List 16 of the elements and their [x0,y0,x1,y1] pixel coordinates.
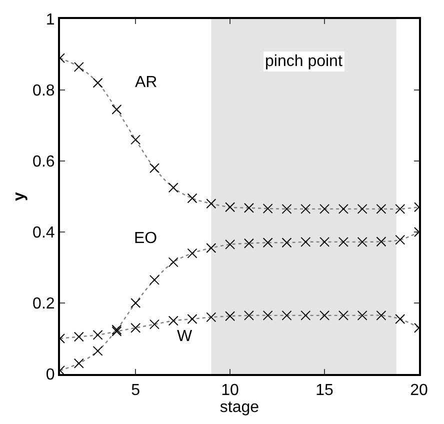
y-tick-label: 0.2 [32,296,55,313]
x-tick-label: 5 [131,382,140,400]
y-tick-label: 1 [46,12,55,29]
y-tick-label: 0 [46,366,55,384]
x-axis-title: stage [220,399,260,416]
y-axis-title: y [10,192,28,201]
annotation: EO [134,230,158,247]
band-label: pinch point [265,53,343,70]
y-tick-label: 0.4 [32,224,55,242]
x-tick-label: 10 [221,382,240,400]
y-tick-label: 0.6 [32,154,55,171]
x-tick-label: 20 [410,382,428,400]
annotation: AR [135,74,158,91]
annotation: W [177,328,193,345]
x-tick-label: 15 [316,382,334,400]
y-tick-label: 0.8 [32,82,55,100]
